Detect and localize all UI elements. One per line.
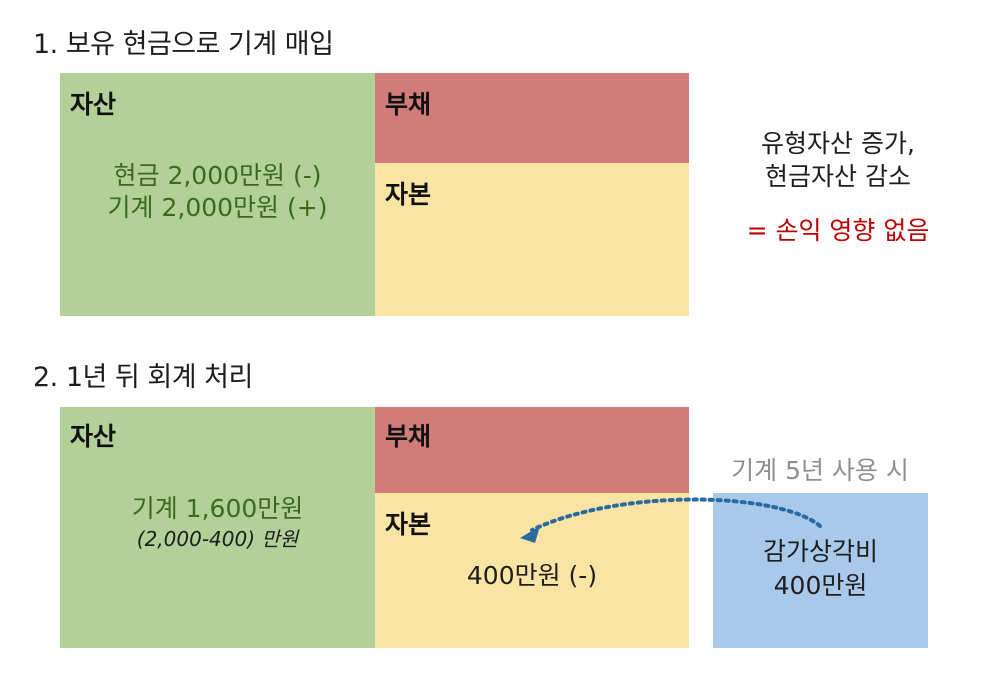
section2-equity-box: 자본 400만원 (-) (375, 493, 689, 648)
section2-assets-box: 자산 기계 1,600만원 (2,000-400) 만원 (60, 407, 375, 648)
section1-assets-box: 자산 현금 2,000만원 (-) 기계 2,000만원 (+) (60, 73, 375, 316)
section2-heading: 2. 1년 뒤 회계 처리 (33, 362, 253, 393)
section1-equity-box: 자본 (375, 163, 689, 316)
section1-note: 유형자산 증가, 현금자산 감소 = 손익 영향 없음 (708, 127, 968, 247)
depreciation-label: 감가상각비 (762, 537, 878, 566)
depreciation-text: 감가상각비 400만원 (713, 535, 928, 603)
section1-heading: 1. 보유 현금으로 기계 매입 (33, 29, 334, 60)
depreciation-box: 감가상각비 400만원 (713, 493, 928, 648)
section2-equity-label: 자본 (385, 510, 432, 539)
usage-note: 기계 5년 사용 시 (731, 456, 909, 485)
note-result: = 손익 영향 없음 (746, 216, 930, 245)
machine-calc-line: (2,000-400) 만원 (136, 527, 299, 551)
section1-liabilities-box: 부채 (375, 73, 689, 163)
section2-liabilities-box: 부채 (375, 407, 689, 493)
section2-asset-lines: 기계 1,600만원 (2,000-400) 만원 (60, 493, 375, 553)
section1-equity-label: 자본 (385, 180, 432, 209)
section2-liabilities-label: 부채 (385, 422, 432, 451)
note-line-2: 현금자산 감소 (765, 162, 911, 191)
section1-assets-label: 자산 (70, 90, 117, 119)
section1-asset-lines: 현금 2,000만원 (-) 기계 2,000만원 (+) (60, 160, 375, 224)
depreciation-amount: 400만원 (773, 571, 868, 600)
note-line-1: 유형자산 증가, (761, 129, 915, 158)
machine-value-line: 기계 1,600만원 (131, 494, 304, 523)
section2-assets-label: 자산 (70, 422, 117, 451)
machine-line: 기계 2,000만원 (+) (107, 193, 328, 222)
arrow-path (530, 497, 822, 532)
section1-liabilities-label: 부채 (385, 90, 432, 119)
arrow-head (520, 526, 540, 543)
cash-line: 현금 2,000만원 (-) (113, 161, 322, 190)
equity-decrease-value: 400만원 (-) (466, 561, 598, 590)
